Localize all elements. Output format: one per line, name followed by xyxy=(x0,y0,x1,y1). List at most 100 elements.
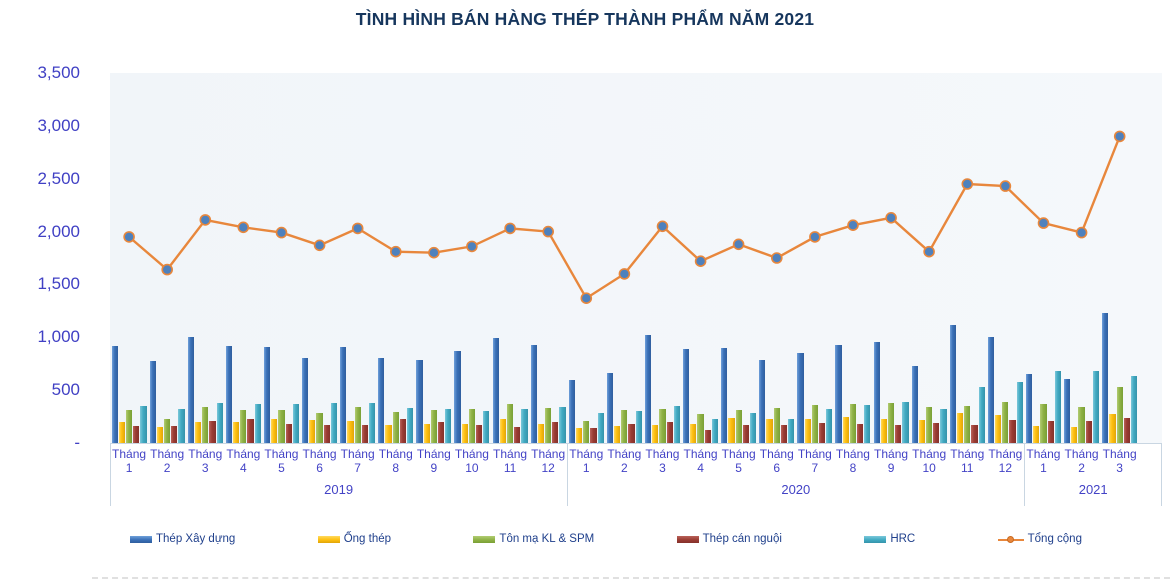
bar-ong-thep xyxy=(652,425,659,443)
bar-hrc xyxy=(864,404,871,443)
bar-ong-thep xyxy=(956,413,964,443)
bar-group xyxy=(910,73,948,443)
legend-item-thep-xay-dung: Thép Xây dựng xyxy=(130,533,235,545)
bar-thep-can-nguoi xyxy=(361,424,368,443)
x-axis-separator xyxy=(567,444,569,506)
bar-hrc xyxy=(178,409,185,443)
x-axis-month-label: Tháng 3 xyxy=(1102,447,1137,475)
total-line-marker xyxy=(618,268,631,280)
bar-thep-xay-dung xyxy=(416,359,423,443)
y-axis-tick-label: 3,500 xyxy=(37,63,80,82)
bar-thep-xay-dung xyxy=(111,345,118,443)
bar-ong-thep xyxy=(690,423,697,443)
bar-hrc xyxy=(483,411,490,443)
x-axis-month-label: Tháng 6 xyxy=(759,447,794,475)
bar-ong-thep xyxy=(1033,426,1040,443)
bar-group xyxy=(720,73,758,443)
bar-thep-can-nguoi xyxy=(590,428,597,443)
bar-ong-thep xyxy=(385,424,392,443)
bar-group xyxy=(491,73,529,443)
bar-thep-xay-dung xyxy=(302,358,309,443)
total-line-marker xyxy=(847,219,859,231)
bar-thep-xay-dung xyxy=(911,365,918,443)
bar-ong-thep xyxy=(766,419,773,443)
x-axis-year-label: 2019 xyxy=(324,482,354,497)
bar-group xyxy=(643,73,681,443)
x-axis-month-label: Tháng 2 xyxy=(1064,447,1099,475)
bar-thep-can-nguoi xyxy=(285,423,292,443)
bar-thep-xay-dung xyxy=(1025,374,1033,443)
bar-hrc xyxy=(140,406,147,443)
bar-group xyxy=(796,73,834,443)
bar-thep-xay-dung xyxy=(721,347,728,443)
bar-group xyxy=(986,73,1024,443)
x-axis-month-label: Tháng 12 xyxy=(988,447,1023,475)
total-line-marker xyxy=(1113,130,1126,143)
bar-ong-thep xyxy=(499,419,506,443)
x-axis-month-label: Tháng 10 xyxy=(912,447,947,475)
bar-thep-can-nguoi xyxy=(209,420,216,443)
total-line-marker xyxy=(923,245,935,258)
x-axis-month-label: Tháng 10 xyxy=(454,447,489,475)
x-axis-month-label: Tháng 7 xyxy=(340,447,375,475)
bar-hrc xyxy=(254,403,261,443)
bar-group xyxy=(186,73,224,443)
bar-thep-xay-dung xyxy=(1102,312,1109,443)
legend-item-thep-can-nguoi: Thép cán nguội xyxy=(676,533,782,545)
x-axis-month-label: Tháng 3 xyxy=(188,447,223,475)
legend-item-ong-thep: Ống thép xyxy=(317,533,391,545)
x-axis-month-label: Tháng 5 xyxy=(264,447,299,475)
bar-ong-thep xyxy=(918,419,926,443)
bar-group xyxy=(567,73,605,443)
bar-thep-can-nguoi xyxy=(171,425,178,443)
bar-hrc xyxy=(292,403,299,443)
x-axis-month-label: Tháng 8 xyxy=(835,447,870,475)
bar-thep-xay-dung xyxy=(606,373,614,443)
bar-hrc xyxy=(673,406,680,443)
bar-thep-xay-dung xyxy=(1064,378,1071,443)
legend-label: Thép cán nguội xyxy=(702,533,782,545)
bar-ton-ma-kl-spm xyxy=(125,410,133,443)
x-axis-month-label: Tháng 4 xyxy=(683,447,718,475)
bar-ong-thep xyxy=(1071,426,1078,443)
bar-group xyxy=(301,73,339,443)
legend-label: Tổng cộng xyxy=(1027,533,1082,545)
bar-ong-thep xyxy=(423,423,430,443)
bar-thep-can-nguoi xyxy=(857,423,864,443)
bar-thep-xay-dung xyxy=(987,337,995,443)
bar-thep-can-nguoi xyxy=(704,430,711,443)
page-break-dashes xyxy=(92,577,1170,579)
x-axis-month-label: Tháng 6 xyxy=(302,447,337,475)
bar-thep-can-nguoi xyxy=(1009,420,1016,443)
bar-hrc xyxy=(826,409,833,443)
bar-ton-ma-kl-spm xyxy=(1040,404,1047,443)
x-axis-month-label: Tháng 7 xyxy=(797,447,832,475)
bar-hrc xyxy=(521,409,528,443)
bar-group xyxy=(148,73,186,443)
bar-ton-ma-kl-spm xyxy=(849,404,857,443)
bar-ong-thep xyxy=(575,428,583,443)
bar-group xyxy=(415,73,453,443)
total-line-marker xyxy=(694,255,707,267)
bar-ton-ma-kl-spm xyxy=(202,407,209,443)
bar-thep-xay-dung xyxy=(149,360,156,443)
total-line-marker xyxy=(504,222,516,235)
x-axis-month-label: Tháng 12 xyxy=(531,447,566,475)
bar-ton-ma-kl-spm xyxy=(887,403,895,443)
legend-swatch-ton-ma-kl-spm xyxy=(473,535,496,543)
x-axis-month-label: Tháng 9 xyxy=(416,447,451,475)
bar-ong-thep xyxy=(728,417,735,443)
bar-ong-thep xyxy=(118,421,125,443)
total-line-marker xyxy=(1037,217,1050,229)
bar-hrc xyxy=(216,402,223,443)
bar-thep-xay-dung xyxy=(949,324,956,443)
bar-thep-can-nguoi xyxy=(1123,418,1130,443)
bar-thep-xay-dung xyxy=(835,344,842,443)
total-line-marker xyxy=(656,220,669,233)
bar-ton-ma-kl-spm xyxy=(392,412,399,443)
x-axis-month-label: Tháng 5 xyxy=(721,447,756,475)
bar-thep-can-nguoi xyxy=(818,422,826,443)
bar-group xyxy=(872,73,910,443)
x-axis-year-label: 2021 xyxy=(1078,482,1108,497)
legend-item-tong-cong: Tổng cộng xyxy=(997,533,1082,545)
